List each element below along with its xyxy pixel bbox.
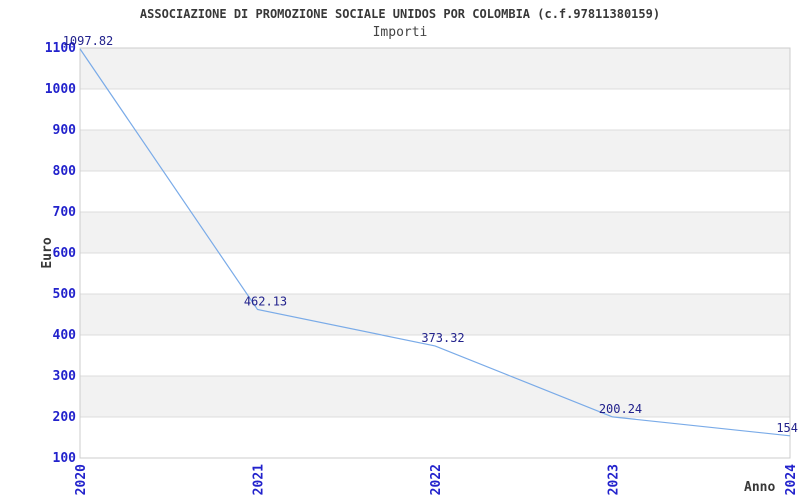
plot-band xyxy=(80,335,790,376)
plot-band xyxy=(80,48,790,89)
x-tick-label: 2022 xyxy=(429,464,444,495)
value-label: 200.24 xyxy=(599,402,642,416)
value-label: 154.18 xyxy=(776,421,800,435)
plot-band xyxy=(80,376,790,417)
y-tick-label: 1100 xyxy=(45,41,76,56)
y-tick-label: 500 xyxy=(53,287,77,302)
y-tick-label: 700 xyxy=(53,205,77,220)
y-tick-label: 900 xyxy=(53,123,77,138)
plot-band xyxy=(80,171,790,212)
plot-band xyxy=(80,253,790,294)
value-label: 373.32 xyxy=(421,331,464,345)
y-tick-label: 600 xyxy=(53,246,77,261)
plot-band xyxy=(80,294,790,335)
value-label: 1097.82 xyxy=(63,34,114,48)
x-tick-label: 2020 xyxy=(74,464,89,495)
chart-subtitle: Importi xyxy=(372,25,428,40)
plot-band xyxy=(80,212,790,253)
x-axis-title: Anno xyxy=(744,480,775,495)
x-tick-label: 2024 xyxy=(784,464,799,495)
plot-border xyxy=(79,47,791,459)
y-axis-title: Euro xyxy=(40,237,55,268)
chart-title: ASSOCIAZIONE DI PROMOZIONE SOCIALE UNIDO… xyxy=(139,7,661,21)
x-tick-label: 2021 xyxy=(252,464,267,495)
x-tick-label: 2023 xyxy=(607,464,622,495)
series-line xyxy=(79,48,791,437)
plot-band xyxy=(80,89,790,130)
y-tick-label: 300 xyxy=(53,369,77,384)
y-tick-label: 800 xyxy=(53,164,77,179)
y-tick-label: 1000 xyxy=(45,82,76,97)
plot-band xyxy=(80,130,790,171)
value-label: 462.13 xyxy=(244,295,287,309)
plot-band xyxy=(80,417,790,458)
y-tick-label: 400 xyxy=(53,328,77,343)
y-tick-label: 100 xyxy=(53,451,77,466)
y-tick-label: 200 xyxy=(53,410,77,425)
